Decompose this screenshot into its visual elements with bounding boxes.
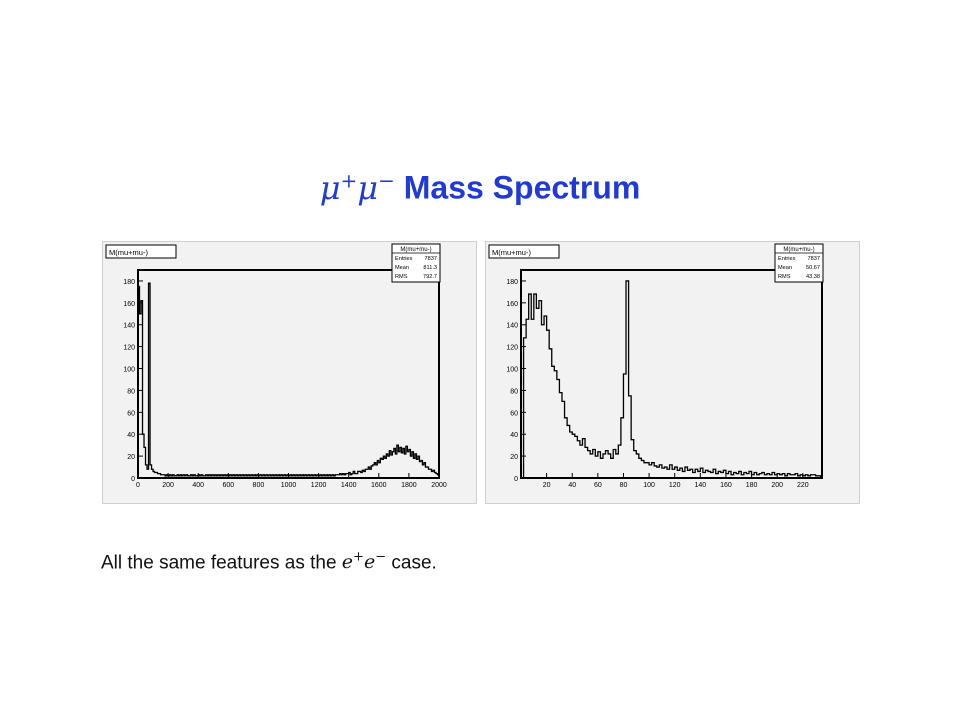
caption-math: e+e− (341, 550, 387, 574)
stats-value: 43.38 (806, 274, 820, 280)
stats-value: 50.67 (806, 265, 820, 271)
y-tick-label: 60 (127, 410, 135, 417)
y-tick-label: 0 (514, 476, 518, 483)
x-tick-label: 1800 (401, 482, 417, 489)
x-tick-label: 1600 (371, 482, 387, 489)
x-tick-label: 600 (222, 482, 234, 489)
y-tick-label: 160 (123, 301, 135, 308)
stats-box (391, 243, 441, 283)
x-tick-label: 20 (543, 482, 551, 489)
slide-caption: All the same features as the e+e− case. (101, 550, 437, 574)
histogram-title-box (105, 244, 177, 259)
y-tick-label: 180 (123, 279, 135, 286)
stats-label: Entries (395, 256, 413, 262)
x-tick-label: 160 (720, 482, 732, 489)
y-tick-label: 40 (510, 432, 518, 439)
stats-title: M(mu+mu-) (400, 247, 431, 253)
y-tick-label: 20 (127, 454, 135, 461)
x-tick-label: 140 (694, 482, 706, 489)
stats-label: Mean (395, 265, 409, 271)
stats-value: 792.7 (423, 274, 437, 280)
plot-area (137, 269, 440, 479)
y-tick-label: 20 (510, 454, 518, 461)
x-tick-label: 100 (643, 482, 655, 489)
stats-label: Entries (778, 256, 796, 262)
stats-label: RMS (395, 274, 408, 280)
x-tick-label: 180 (746, 482, 758, 489)
y-tick-label: 80 (127, 388, 135, 395)
y-tick-label: 0 (131, 476, 135, 483)
y-tick-label: 40 (127, 432, 135, 439)
plot-area (520, 269, 823, 479)
x-tick-label: 400 (192, 482, 204, 489)
x-tick-label: 60 (594, 482, 602, 489)
y-tick-label: 60 (510, 410, 518, 417)
x-tick-label: 1000 (281, 482, 297, 489)
histogram-line (522, 280, 822, 478)
x-tick-label: 220 (797, 482, 809, 489)
stats-label: Mean (778, 265, 792, 271)
histogram-title: M(mu+mu-) (109, 248, 148, 257)
x-tick-label: 800 (253, 482, 265, 489)
x-tick-label: 1200 (311, 482, 327, 489)
y-tick-label: 140 (506, 323, 518, 330)
stats-value: 7837 (808, 256, 820, 262)
slide-title: μ+μ− Mass Spectrum (0, 168, 960, 207)
stats-title: M(mu+mu-) (783, 247, 814, 253)
y-tick-label: 120 (123, 345, 135, 352)
title-text: Mass Spectrum (403, 169, 641, 206)
y-tick-label: 180 (506, 279, 518, 286)
x-tick-label: 1400 (341, 482, 357, 489)
y-tick-label: 100 (123, 367, 135, 374)
histogram-title: M(mu+mu-) (492, 248, 531, 257)
stats-box (774, 243, 824, 283)
y-tick-label: 80 (510, 388, 518, 395)
histogram-title-box (488, 244, 560, 259)
stats-value: 7837 (425, 256, 437, 262)
y-tick-label: 120 (506, 345, 518, 352)
x-tick-label: 200 (771, 482, 783, 489)
x-tick-label: 2000 (431, 482, 447, 489)
x-tick-label: 80 (620, 482, 628, 489)
y-tick-label: 100 (506, 367, 518, 374)
stats-label: RMS (778, 274, 791, 280)
x-tick-label: 40 (568, 482, 576, 489)
x-tick-label: 120 (669, 482, 681, 489)
histogram-right: 0 20 40 60 80 100 120 140 160 180 20 40 60 80 100 120 14… (485, 241, 860, 504)
stats-value: 811.3 (423, 265, 437, 271)
x-tick-label: 200 (162, 482, 174, 489)
x-tick-label: 0 (136, 482, 140, 489)
title-mu-plus: μ+μ− (319, 168, 395, 207)
y-tick-label: 140 (123, 323, 135, 330)
y-tick-label: 160 (506, 301, 518, 308)
